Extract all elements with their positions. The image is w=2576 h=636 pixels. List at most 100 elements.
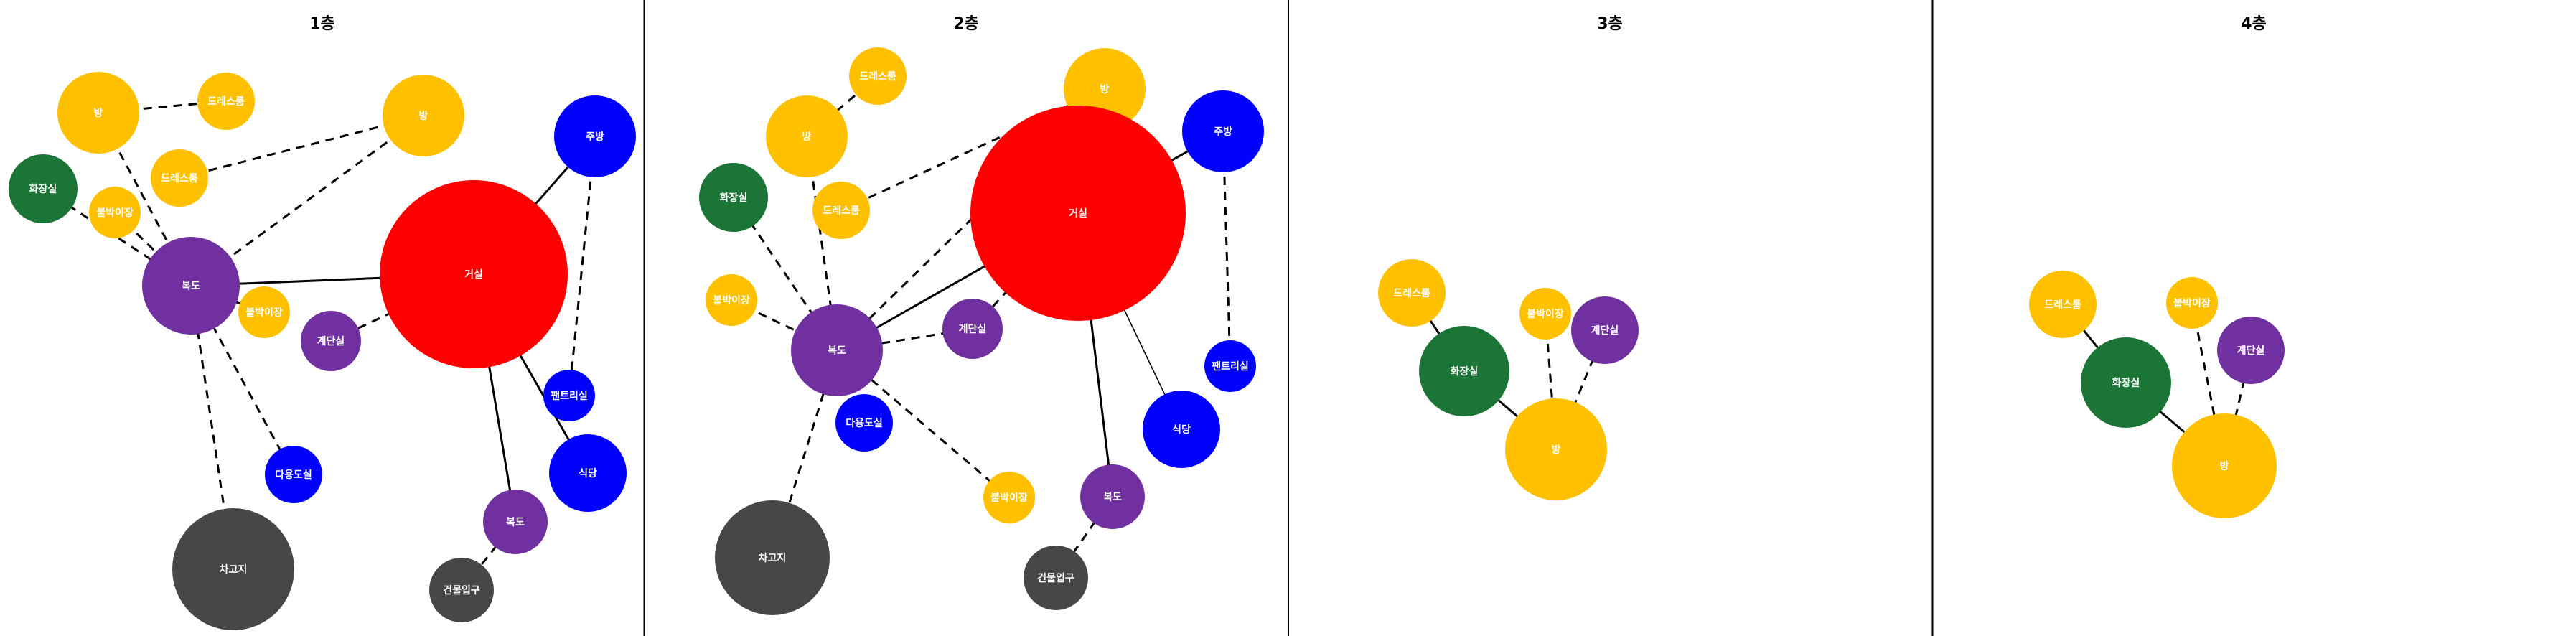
node-circle-room	[849, 47, 907, 105]
node-circle-room	[1505, 398, 1607, 500]
node-circle-room	[57, 72, 139, 154]
node-label: 식당	[1172, 424, 1191, 436]
node-toilet: 화장실	[2081, 337, 2171, 428]
edge-kitchen-pantry	[568, 136, 596, 396]
node-label: 화장실	[720, 192, 748, 204]
node-label: 드레스룸	[1393, 288, 1430, 299]
node-room1: 방	[766, 95, 848, 177]
node-label: 드레스룸	[161, 173, 198, 184]
node-circle-room	[2029, 271, 2097, 338]
node-label: 팬트리실	[551, 391, 588, 402]
node-room: 방	[2172, 413, 2277, 518]
node-circle-room	[2172, 413, 2277, 518]
node-circle-toilet	[1419, 326, 1509, 416]
node-circle-kitchen	[835, 394, 893, 452]
node-room2: 방	[383, 75, 464, 156]
node-circle-room	[983, 472, 1035, 523]
node-circle-parking	[715, 500, 830, 615]
node-dress1: 드레스룸	[197, 73, 255, 130]
node-circle-kitchen	[265, 446, 322, 503]
node-label: 건물입구	[443, 584, 480, 597]
node-label: 다용도실	[275, 469, 312, 481]
node-parking: 차고지	[172, 508, 294, 630]
node-hall: 복도	[483, 490, 548, 554]
node-circle-parking	[429, 558, 494, 622]
node-label: 차고지	[220, 564, 248, 576]
node-storage2: 붙박이장	[983, 472, 1035, 523]
panel-title-4f: 4층	[2241, 15, 2267, 33]
node-circle-room	[238, 286, 290, 338]
node-corridor: 복도	[142, 237, 240, 335]
node-circle-corridor	[791, 304, 883, 396]
node-storage1: 붙박이장	[706, 274, 757, 326]
node-circle-parking	[172, 508, 294, 630]
node-dining: 식당	[549, 434, 627, 512]
panel-title-3f: 3층	[1597, 15, 1623, 33]
node-label: 복도	[506, 517, 525, 528]
node-storage1: 붙박이장	[89, 187, 141, 238]
node-label: 방	[419, 110, 428, 122]
node-label: 계단실	[959, 323, 987, 335]
node-label: 건물입구	[1037, 572, 1074, 584]
node-label: 붙박이장	[990, 492, 1028, 504]
node-dress: 드레스룸	[2029, 271, 2097, 338]
node-circle-corridor	[2217, 317, 2285, 384]
node-label: 주방	[586, 131, 604, 143]
node-label: 화장실	[29, 183, 57, 195]
node-label: 팬트리실	[1212, 361, 1249, 373]
node-circle-kitchen	[549, 434, 627, 512]
node-label: 거실	[464, 269, 483, 281]
node-circle-kitchen	[543, 370, 595, 421]
node-circle-room	[706, 274, 757, 326]
node-label: 계단실	[1591, 324, 1619, 337]
edge-room2-corridor	[190, 114, 424, 287]
panel-title-2f: 2층	[953, 15, 979, 33]
node-label: 붙박이장	[96, 207, 134, 219]
node-label: 복도	[1103, 492, 1122, 503]
node-label: 화장실	[2112, 377, 2140, 389]
node-label: 계단실	[2237, 345, 2265, 357]
node-circle-corridor	[1080, 464, 1145, 529]
node-storage2: 붙박이장	[238, 286, 290, 338]
node-multi: 다용도실	[835, 394, 893, 452]
panel-title-1f: 1층	[309, 15, 335, 33]
node-circle-toilet	[699, 163, 768, 232]
node-circle-room	[89, 187, 141, 238]
node-label: 방	[94, 107, 103, 119]
node-pantry: 팬트리실	[543, 370, 595, 421]
node-circle-living	[970, 106, 1186, 321]
node-circle-room	[766, 95, 848, 177]
node-label: 붙박이장	[1527, 308, 1564, 320]
node-label: 붙박이장	[245, 307, 283, 319]
node-toilet: 화장실	[1419, 326, 1509, 416]
node-dress2: 드레스룸	[151, 149, 208, 207]
node-circle-room	[197, 73, 255, 130]
node-circle-kitchen	[1182, 90, 1264, 172]
node-stairs: 계단실	[2217, 317, 2285, 384]
node-circle-room	[151, 149, 208, 207]
node-label: 주방	[1214, 126, 1232, 138]
node-label: 화장실	[1451, 365, 1479, 378]
node-circle-room	[2166, 277, 2218, 329]
node-circle-parking	[1024, 546, 1088, 610]
node-label: 식당	[579, 467, 597, 480]
node-label: 붙박이장	[2173, 297, 2211, 309]
node-storage: 붙박이장	[1519, 288, 1571, 340]
node-circle-room	[1519, 288, 1571, 340]
node-stairs: 계단실	[942, 299, 1003, 359]
node-circle-living	[380, 180, 568, 368]
node-living: 거실	[970, 106, 1186, 321]
node-circle-kitchen	[1204, 340, 1256, 392]
node-dress: 드레스룸	[1378, 259, 1446, 327]
node-circle-toilet	[2081, 337, 2171, 428]
node-label: 복도	[828, 345, 846, 357]
node-room1: 방	[57, 72, 139, 154]
node-kitchen: 주방	[1182, 90, 1264, 172]
node-label: 복도	[182, 281, 200, 292]
node-pantry: 팬트리실	[1204, 340, 1256, 392]
node-label: 드레스룸	[859, 71, 896, 83]
node-living: 거실	[380, 180, 568, 368]
node-label: 거실	[1069, 208, 1087, 220]
